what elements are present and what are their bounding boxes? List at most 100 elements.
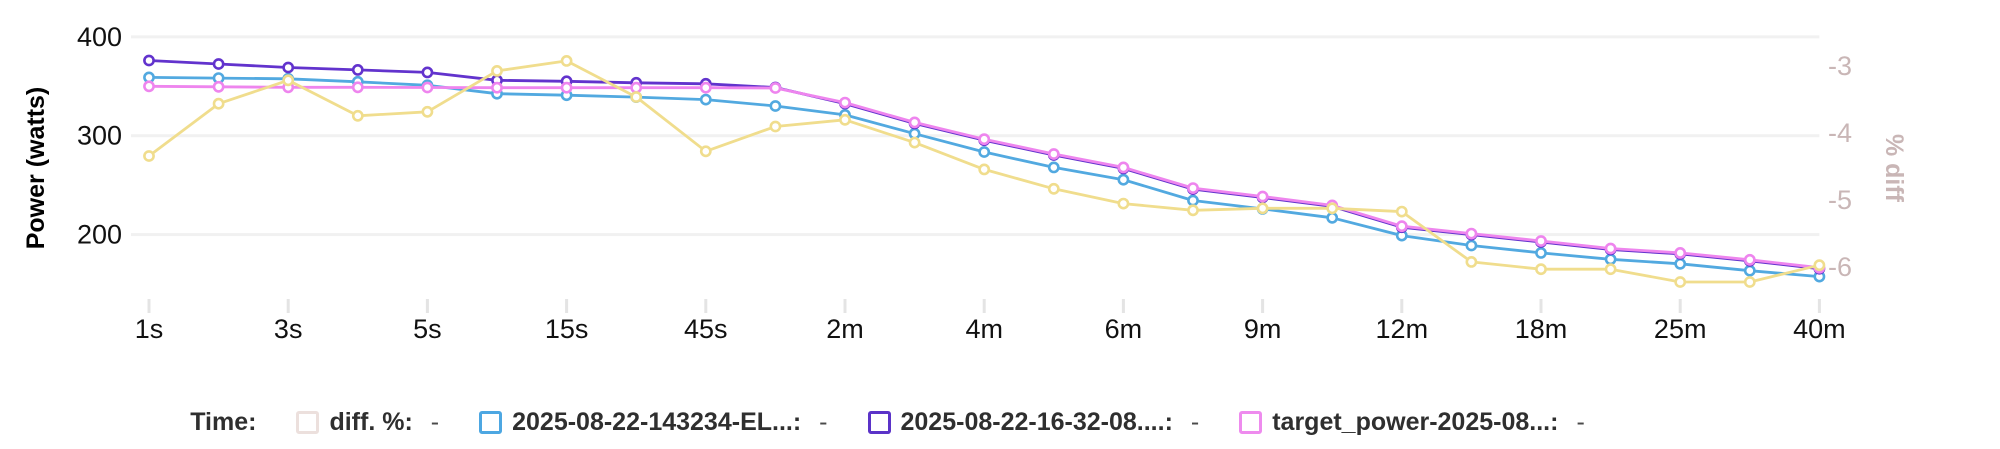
legend-item-label: 2025-08-22-143234-EL...: (512, 407, 802, 436)
legend-item-label: 2025-08-22-16-32-08....: (900, 407, 1173, 436)
legend-item-value: - (430, 407, 440, 436)
data-point[interactable] (769, 120, 782, 133)
data-point[interactable] (1535, 235, 1547, 247)
data-point[interactable] (212, 97, 225, 110)
data-point[interactable] (421, 66, 434, 79)
data-point[interactable] (839, 96, 851, 109)
legend-item-label: diff. %: (329, 407, 413, 436)
data-point[interactable] (978, 133, 991, 146)
data-point[interactable] (1604, 242, 1617, 255)
data-point[interactable] (1743, 253, 1756, 266)
data-point[interactable] (143, 150, 155, 162)
legend-item-value: - (819, 407, 828, 436)
x-tick-label: 6m (1105, 314, 1143, 344)
data-point[interactable] (1187, 182, 1199, 194)
x-tick-label: 1s (135, 314, 164, 344)
data-point[interactable] (212, 80, 225, 93)
legend-item-activity-2[interactable]: 2025-08-22-16-32-08....: - (867, 407, 1200, 437)
data-point[interactable] (1256, 202, 1269, 215)
data-point[interactable] (978, 146, 991, 158)
power-curve-chart[interactable]: 1s 3s 5s 15s 45s 2m 4m 6m 9m 12m 18m 25m 40m 400 300 20… (0, 0, 2000, 380)
left-axis-tick-label: 300 (77, 121, 122, 151)
x-tick-label: 15s (545, 314, 589, 344)
data-point[interactable] (143, 54, 155, 67)
data-point[interactable] (1465, 239, 1478, 252)
data-point[interactable] (699, 81, 712, 94)
data-point[interactable] (1047, 182, 1060, 195)
data-point[interactable] (1535, 246, 1547, 259)
data-point[interactable] (351, 109, 364, 122)
right-axis-tick-label: -6 (1828, 252, 1852, 282)
data-point[interactable] (143, 80, 155, 93)
data-point[interactable] (491, 65, 503, 77)
x-tick-label: 25m (1654, 314, 1707, 344)
data-point[interactable] (1743, 276, 1756, 288)
data-point[interactable] (1813, 259, 1826, 272)
data-point[interactable] (351, 81, 364, 94)
left-axis-tick-label: 200 (77, 220, 122, 250)
x-tick-label: 18m (1515, 314, 1568, 344)
right-axis-tick-label: -5 (1828, 185, 1852, 215)
chart-legend: Time: diff. %: - 2025-08-22-143234-EL...… (0, 400, 2000, 444)
x-tick-label: 3s (274, 314, 303, 344)
data-point[interactable] (421, 81, 434, 94)
data-point[interactable] (1395, 205, 1408, 218)
data-point[interactable] (560, 55, 573, 67)
data-point[interactable] (1604, 253, 1617, 266)
data-point[interactable] (1117, 197, 1130, 210)
legend-item-label: target_power-2025-08...: (1272, 407, 1559, 436)
data-point[interactable] (212, 58, 225, 70)
data-point[interactable] (1743, 264, 1756, 277)
activity1-series-swatch-icon (479, 410, 503, 434)
right-axis-title: % diff (1880, 134, 1908, 203)
data-point[interactable] (560, 81, 573, 94)
data-point[interactable] (908, 136, 921, 149)
data-point[interactable] (699, 145, 712, 158)
data-point[interactable] (1674, 257, 1687, 270)
data-point[interactable] (282, 61, 295, 74)
legend-item-target-power[interactable]: target_power-2025-08...: - (1239, 408, 1585, 437)
data-point[interactable] (1395, 220, 1408, 233)
legend-item-activity-1[interactable]: 2025-08-22-143234-EL...: - (479, 407, 828, 437)
data-point[interactable] (1535, 263, 1547, 276)
legend-item-diff[interactable]: diff. %: - (296, 408, 439, 437)
data-point[interactable] (1117, 161, 1130, 174)
data-point[interactable] (351, 64, 364, 76)
data-point[interactable] (1465, 255, 1478, 268)
activity2-series-swatch-icon (867, 410, 891, 434)
legend-item-value: - (1576, 407, 1585, 436)
data-point[interactable] (630, 81, 643, 94)
data-point[interactable] (699, 93, 712, 106)
data-point[interactable] (769, 82, 782, 94)
data-point[interactable] (769, 100, 782, 112)
legend-item-value: - (1190, 407, 1200, 436)
data-point[interactable] (978, 163, 991, 176)
data-point[interactable] (1117, 173, 1130, 186)
data-point[interactable] (908, 116, 921, 129)
x-tick-label: 40m (1793, 314, 1846, 344)
x-tick-label: 9m (1244, 314, 1282, 344)
data-point[interactable] (1674, 276, 1687, 288)
plot-area[interactable]: 1s 3s 5s 15s 45s 2m 4m 6m 9m 12m 18m 25m 40m 400 300 20… (0, 0, 2000, 380)
data-point[interactable] (491, 81, 503, 94)
x-tick-label: 4m (965, 314, 1003, 344)
data-point[interactable] (421, 105, 434, 118)
data-point[interactable] (1256, 190, 1269, 203)
data-point[interactable] (839, 113, 851, 126)
data-point[interactable] (1187, 204, 1199, 217)
data-point[interactable] (282, 74, 295, 87)
data-point[interactable] (630, 91, 643, 103)
data-point[interactable] (1465, 227, 1478, 240)
diff-series-swatch-icon (296, 410, 320, 434)
data-point[interactable] (1047, 161, 1060, 174)
x-tick-label: 2m (826, 314, 864, 344)
data-point[interactable] (1047, 148, 1060, 160)
data-point[interactable] (1326, 211, 1339, 224)
right-axis-tick-label: -3 (1828, 51, 1852, 81)
data-point[interactable] (1326, 202, 1339, 215)
data-point[interactable] (1187, 194, 1199, 207)
x-tick-label: 5s (413, 314, 442, 344)
data-point[interactable] (1674, 246, 1687, 259)
left-axis-tick-label: 400 (77, 22, 122, 52)
data-point[interactable] (1604, 263, 1617, 276)
